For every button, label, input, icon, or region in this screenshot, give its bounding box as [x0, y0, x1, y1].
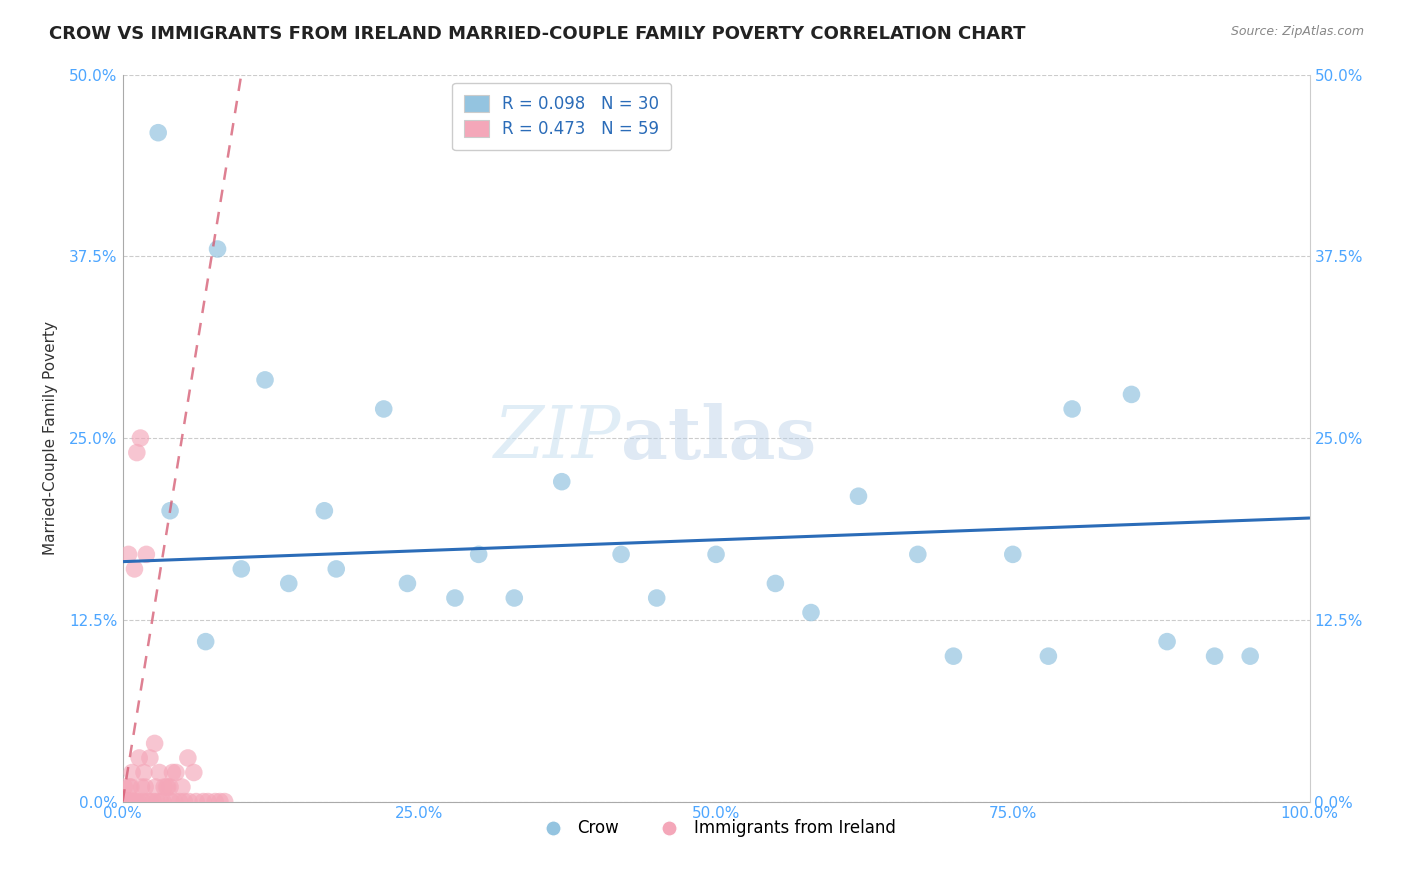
Point [121, 765, 143, 780]
Point [122, 795, 145, 809]
Point [253, 373, 276, 387]
Point [124, 562, 146, 576]
Point [162, 765, 184, 780]
Point [117, 795, 139, 809]
Point [118, 795, 141, 809]
Point [142, 795, 165, 809]
Point [551, 475, 574, 489]
Point [173, 795, 195, 809]
Point [177, 751, 200, 765]
Point [197, 795, 219, 809]
Point [134, 780, 156, 794]
Point [159, 504, 181, 518]
Point [153, 780, 176, 794]
Point [177, 795, 200, 809]
Point [186, 795, 208, 809]
Point [183, 765, 205, 780]
Point [467, 547, 489, 561]
Point [207, 242, 229, 256]
Point [148, 765, 170, 780]
Text: Source: ZipAtlas.com: Source: ZipAtlas.com [1230, 25, 1364, 38]
Point [124, 795, 146, 809]
Point [156, 780, 179, 794]
Point [610, 547, 633, 561]
Point [118, 780, 141, 794]
Point [204, 795, 226, 809]
Point [122, 795, 145, 809]
Point [942, 649, 965, 664]
Point [117, 795, 139, 809]
Point [136, 795, 159, 809]
Point [149, 795, 172, 809]
Point [135, 547, 157, 561]
Point [112, 795, 135, 809]
Point [155, 780, 177, 794]
Point [1038, 649, 1060, 664]
Point [132, 765, 155, 780]
Point [152, 795, 174, 809]
Point [165, 765, 187, 780]
Point [194, 634, 217, 648]
Point [503, 591, 526, 605]
Point [277, 576, 299, 591]
Point [444, 591, 467, 605]
Point [148, 126, 170, 140]
Point [907, 547, 929, 561]
Point [163, 795, 186, 809]
Point [146, 795, 169, 809]
Point [763, 576, 786, 591]
Point [120, 780, 142, 794]
Point [1156, 634, 1178, 648]
Point [121, 795, 143, 809]
Point [160, 795, 183, 809]
Point [1062, 401, 1084, 416]
Legend: Crow, Immigrants from Ireland: Crow, Immigrants from Ireland [529, 813, 903, 844]
Point [1121, 387, 1143, 401]
Point [145, 780, 167, 794]
Point [127, 795, 149, 809]
Point [120, 795, 142, 809]
Point [208, 795, 231, 809]
Point [115, 795, 138, 809]
Point [114, 795, 136, 809]
Point [704, 547, 727, 561]
Point [214, 795, 236, 809]
Point [112, 780, 135, 794]
Point [115, 795, 138, 809]
Point [117, 547, 139, 561]
Point [645, 591, 668, 605]
Text: ZIP: ZIP [494, 403, 621, 474]
Point [193, 795, 215, 809]
Text: atlas: atlas [621, 402, 817, 474]
Point [114, 795, 136, 809]
Point [325, 562, 347, 576]
Point [1239, 649, 1261, 664]
Y-axis label: Married-Couple Family Poverty: Married-Couple Family Poverty [44, 321, 58, 555]
Point [373, 401, 395, 416]
Point [132, 795, 155, 809]
Point [128, 751, 150, 765]
Point [314, 504, 336, 518]
Point [1204, 649, 1226, 664]
Point [131, 780, 153, 794]
Text: CROW VS IMMIGRANTS FROM IRELAND MARRIED-COUPLE FAMILY POVERTY CORRELATION CHART: CROW VS IMMIGRANTS FROM IRELAND MARRIED-… [49, 25, 1026, 43]
Point [125, 445, 148, 459]
Point [139, 795, 162, 809]
Point [848, 489, 870, 503]
Point [800, 606, 823, 620]
Point [170, 780, 193, 794]
Point [159, 780, 181, 794]
Point [396, 576, 419, 591]
Point [121, 795, 143, 809]
Point [143, 736, 166, 750]
Point [169, 795, 191, 809]
Point [129, 431, 152, 445]
Point [1001, 547, 1024, 561]
Point [139, 751, 162, 765]
Point [231, 562, 253, 576]
